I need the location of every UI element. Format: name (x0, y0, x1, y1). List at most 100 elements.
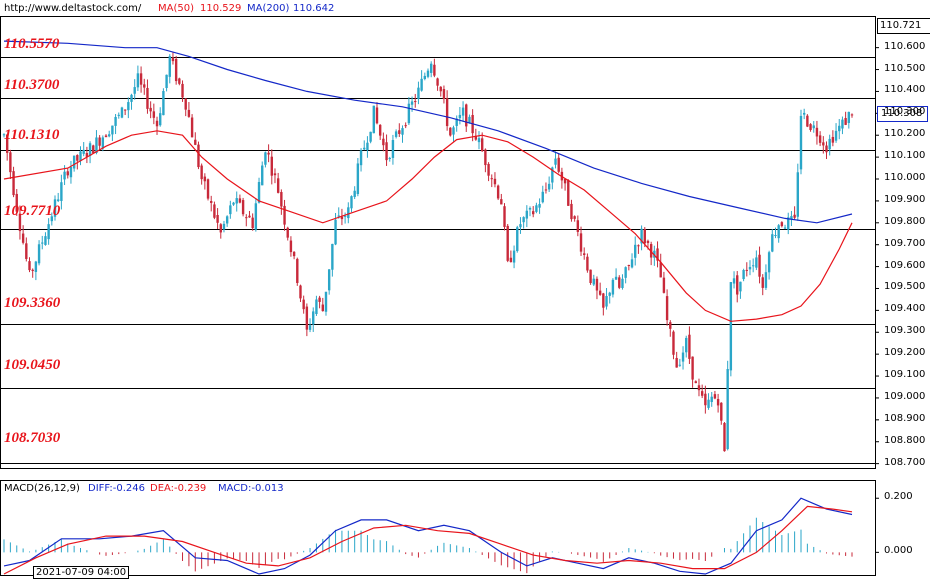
macd-dea-line (3, 505, 853, 575)
candle-body (213, 204, 216, 218)
candle-body (783, 227, 787, 229)
candle-body (799, 115, 803, 170)
price-tick-label: 109.500 (884, 281, 926, 293)
candle-body (47, 224, 50, 240)
candle-body (378, 124, 382, 136)
candle-body (273, 173, 277, 176)
candle-body (187, 109, 191, 117)
candle-body (834, 130, 838, 141)
candle-body (363, 147, 366, 150)
candle-body (662, 277, 666, 293)
candle-body (579, 233, 583, 252)
candle-body (748, 266, 752, 270)
candle-body (356, 163, 360, 195)
macd-diff: DIFF:-0.246 (88, 483, 145, 494)
candle-body (624, 267, 627, 278)
candle-body (241, 200, 245, 215)
candle-body (165, 74, 168, 88)
macd-title: MACD(26,12,9) (4, 483, 80, 494)
candle-body (595, 278, 599, 291)
candle-body (88, 143, 92, 156)
candle-body (15, 193, 18, 212)
candle-body (541, 191, 544, 203)
candle-body (461, 107, 465, 116)
candle-body (688, 334, 691, 359)
candle-body (34, 261, 38, 272)
candle-body (92, 145, 95, 154)
candle-body (602, 293, 605, 308)
candle-body (72, 155, 76, 169)
candle-body (398, 130, 401, 134)
candle-body (210, 201, 213, 203)
candle-body (136, 73, 140, 88)
candle-body (793, 214, 796, 218)
price-tick-label: 110.100 (884, 150, 926, 162)
candle-body (123, 109, 127, 111)
candle-body (522, 217, 525, 223)
candle-body (544, 189, 548, 191)
candle-body (618, 277, 621, 288)
candle-body (308, 325, 312, 330)
candle-body (449, 127, 452, 136)
candle-body (423, 75, 427, 80)
candle-body (248, 215, 251, 218)
candle-body (152, 111, 156, 118)
candle-body (586, 256, 589, 271)
candle-body (637, 245, 640, 247)
candle-body (111, 125, 114, 135)
candle-body (665, 296, 669, 321)
candle-body (350, 196, 353, 209)
price-tick-label: 110.400 (884, 84, 926, 96)
candle-body (28, 261, 31, 271)
level-label: 110.5570 (4, 36, 60, 52)
candle-body (229, 205, 232, 215)
candle-body (340, 216, 344, 220)
candle-body (302, 299, 305, 310)
candle-body (442, 89, 446, 100)
macd-dea: DEA:-0.239 (150, 483, 207, 494)
candle-body (707, 399, 710, 408)
candle-body (726, 369, 729, 450)
candle-body (474, 135, 478, 140)
candle-body (238, 198, 242, 203)
price-tick-label: 108.700 (884, 456, 926, 468)
candle-body (334, 219, 337, 245)
price-tick-label: 108.800 (884, 434, 926, 446)
candle-body (382, 138, 385, 146)
source-url[interactable]: http://www.deltastock.com/ (4, 3, 142, 14)
candle-body (493, 178, 497, 185)
candle-body (305, 306, 309, 330)
macd-plot-frame (0, 480, 876, 576)
candle-body (299, 285, 302, 299)
candle-body (327, 269, 331, 291)
ma200-value: 110.642 (293, 3, 335, 14)
candle-body (324, 291, 328, 312)
candle-body (567, 180, 570, 206)
candle-body (276, 178, 280, 193)
candle-body (452, 127, 455, 135)
candle-body (190, 117, 194, 138)
candle-body (312, 311, 315, 325)
macd-panel (3, 497, 853, 575)
candle-body (570, 203, 573, 220)
ma50-label: MA(50) (158, 3, 194, 14)
candle-body (439, 86, 442, 92)
price-tick-label: 109.800 (884, 215, 926, 227)
candle-body (219, 224, 222, 233)
candle-body (41, 242, 44, 244)
candle-body (130, 94, 133, 102)
candle-body (608, 292, 611, 296)
axis-top-value: 110.721 (877, 18, 930, 34)
candle-body (264, 152, 267, 165)
candle-body (337, 215, 340, 217)
candle-body (732, 278, 736, 284)
candle-body (347, 207, 350, 219)
candle-body (366, 142, 369, 151)
candle-body (270, 156, 273, 176)
candle-body (806, 115, 809, 127)
candle-body (168, 56, 171, 77)
candle-body (429, 63, 433, 73)
candle-body (222, 223, 226, 230)
candle-body (512, 250, 516, 263)
candle-body (174, 58, 178, 82)
